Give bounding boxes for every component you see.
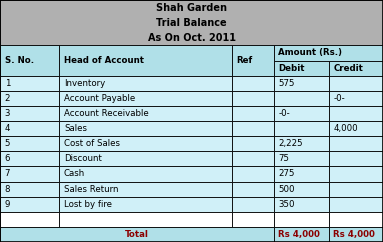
Text: 4,000: 4,000: [333, 124, 358, 133]
Bar: [0, 121, 59, 136]
Text: 350: 350: [278, 200, 295, 209]
Text: -0-: -0-: [333, 94, 345, 103]
Bar: [274, 197, 329, 212]
Bar: [59, 212, 232, 227]
Bar: [329, 151, 383, 166]
Bar: [59, 121, 232, 136]
Bar: [232, 182, 274, 197]
Bar: [59, 166, 232, 182]
Bar: [0, 91, 59, 106]
Bar: [274, 76, 329, 91]
Bar: [274, 227, 329, 242]
Bar: [59, 45, 232, 76]
Bar: [0, 182, 59, 197]
Text: Account Receivable: Account Receivable: [64, 109, 149, 118]
Bar: [329, 60, 383, 76]
Bar: [329, 212, 383, 227]
Text: Debit: Debit: [278, 64, 305, 73]
Bar: [329, 76, 383, 91]
Bar: [0, 151, 59, 166]
Bar: [0, 76, 59, 91]
Bar: [59, 91, 232, 106]
Bar: [329, 121, 383, 136]
Text: Rs 4,000: Rs 4,000: [333, 230, 375, 239]
Text: 75: 75: [278, 154, 290, 163]
Text: As On Oct. 2011: As On Oct. 2011: [147, 33, 236, 43]
Text: Cash: Cash: [64, 169, 85, 178]
Text: 8: 8: [5, 185, 10, 194]
Bar: [329, 106, 383, 121]
Bar: [0, 45, 59, 76]
Text: Account Payable: Account Payable: [64, 94, 135, 103]
Text: S. No.: S. No.: [5, 56, 34, 65]
Bar: [274, 166, 329, 182]
Bar: [0, 0, 383, 45]
Bar: [59, 151, 232, 166]
Bar: [59, 136, 232, 151]
Bar: [232, 151, 274, 166]
Bar: [329, 166, 383, 182]
Text: Credit: Credit: [333, 64, 363, 73]
Text: 575: 575: [278, 79, 295, 88]
Bar: [232, 91, 274, 106]
Bar: [59, 76, 232, 91]
Text: 6: 6: [5, 154, 10, 163]
Text: Trial Balance: Trial Balance: [156, 18, 227, 28]
Bar: [232, 76, 274, 91]
Text: Lost by fire: Lost by fire: [64, 200, 112, 209]
Text: Shah Garden: Shah Garden: [156, 3, 227, 13]
Bar: [0, 227, 274, 242]
Bar: [59, 106, 232, 121]
Bar: [274, 151, 329, 166]
Bar: [329, 136, 383, 151]
Bar: [232, 136, 274, 151]
Bar: [274, 106, 329, 121]
Bar: [329, 182, 383, 197]
Text: 1: 1: [5, 79, 10, 88]
Bar: [329, 197, 383, 212]
Bar: [0, 166, 59, 182]
Text: Ref: Ref: [236, 56, 252, 65]
Bar: [0, 136, 59, 151]
Text: Head of Account: Head of Account: [64, 56, 144, 65]
Text: -0-: -0-: [278, 109, 290, 118]
Bar: [59, 197, 232, 212]
Text: 9: 9: [5, 200, 10, 209]
Bar: [274, 121, 329, 136]
Text: Amount (Rs.): Amount (Rs.): [278, 48, 342, 57]
Bar: [232, 212, 274, 227]
Text: 4: 4: [5, 124, 10, 133]
Text: Sales: Sales: [64, 124, 87, 133]
Text: Inventory: Inventory: [64, 79, 105, 88]
Bar: [59, 182, 232, 197]
Bar: [274, 136, 329, 151]
Bar: [274, 60, 329, 76]
Bar: [274, 45, 383, 60]
Text: Discount: Discount: [64, 154, 102, 163]
Text: Total: Total: [125, 230, 149, 239]
Bar: [232, 197, 274, 212]
Bar: [0, 106, 59, 121]
Text: Cost of Sales: Cost of Sales: [64, 139, 120, 148]
Bar: [274, 212, 329, 227]
Bar: [274, 91, 329, 106]
Bar: [329, 91, 383, 106]
Text: 275: 275: [278, 169, 295, 178]
Text: Sales Return: Sales Return: [64, 185, 118, 194]
Text: 5: 5: [5, 139, 10, 148]
Bar: [0, 197, 59, 212]
Bar: [329, 227, 383, 242]
Text: 3: 3: [5, 109, 10, 118]
Bar: [0, 212, 59, 227]
Text: 7: 7: [5, 169, 10, 178]
Bar: [274, 182, 329, 197]
Bar: [232, 121, 274, 136]
Bar: [232, 166, 274, 182]
Bar: [232, 45, 274, 76]
Bar: [232, 106, 274, 121]
Text: Rs 4,000: Rs 4,000: [278, 230, 320, 239]
Text: 2: 2: [5, 94, 10, 103]
Text: 500: 500: [278, 185, 295, 194]
Text: 2,225: 2,225: [278, 139, 303, 148]
